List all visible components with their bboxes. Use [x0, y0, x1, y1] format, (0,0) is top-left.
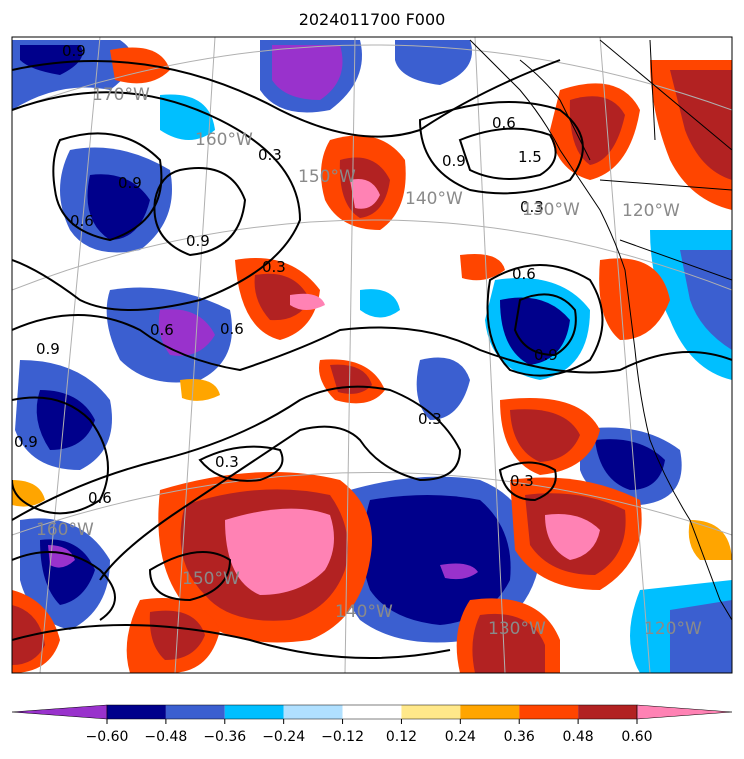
colorbar-ticks: −0.60 −0.48 −0.36 −0.24 −0.12 0.12 0.24 0.36 0.4…: [86, 719, 653, 745]
lon-label: 150°W: [298, 167, 356, 187]
contour-label: 0.3: [418, 410, 442, 428]
lon-label: 160°W: [195, 130, 253, 150]
contour-label: 0.3: [215, 453, 239, 471]
contour-label: 0.9: [14, 433, 38, 451]
coastline: [469, 39, 732, 621]
colorbar-tick-label: −0.48: [144, 729, 187, 745]
contour-label: 0.6: [492, 114, 516, 132]
contour-label: 0.6: [88, 489, 112, 507]
colorbar-tick-label: 0.60: [621, 729, 652, 745]
colorbar-swatch: [578, 705, 637, 719]
colorbar-tick-label: −0.24: [262, 729, 305, 745]
lon-label: 120°W: [644, 619, 702, 639]
colorbar-swatch: [460, 705, 520, 719]
colorbar-extend-high: [636, 704, 733, 720]
contour-label: 0.9: [36, 340, 60, 358]
colorbar-tick-label: −0.36: [203, 729, 246, 745]
colorbar-swatches: [11, 704, 733, 720]
map-title: 2024011700 F000: [298, 10, 446, 29]
contour-label: 0.6: [70, 212, 94, 230]
contour-label: 0.9: [62, 42, 86, 60]
colorbar-extend-low: [11, 704, 108, 720]
colorbar-swatch: [107, 705, 166, 719]
map-canvas: 0.9 0.9 0.6 0.9 0.3 0.3 0.6 0.9 0.3 0.6 …: [11, 36, 733, 674]
map-frame: [11, 36, 733, 674]
positive-anomaly-fill: [12, 47, 732, 673]
colorbar-tick-label: 0.48: [563, 729, 594, 745]
lon-label: 130°W: [522, 200, 580, 220]
contour-label: 1.5: [518, 148, 542, 166]
contour-label: 0.6: [220, 320, 244, 338]
colorbar-tick-label: −0.60: [86, 729, 129, 745]
contour-labels: 0.9 0.9 0.6 0.9 0.3 0.3 0.6 0.9 0.3 0.6 …: [14, 42, 558, 507]
lon-label: 170°W: [92, 85, 150, 105]
lon-label: 140°W: [405, 189, 463, 209]
contour-label: 0.9: [186, 232, 210, 250]
lon-label: 150°W: [182, 569, 240, 589]
colorbar-swatch: [224, 705, 284, 719]
contour-label: 0.3: [510, 472, 534, 490]
colorbar-swatch: [165, 705, 225, 719]
graticule: [12, 37, 732, 673]
lon-label: 120°W: [622, 201, 680, 221]
contour-label: 0.6: [150, 321, 174, 339]
lon-label: 130°W: [488, 619, 546, 639]
contour-label: 0.9: [534, 346, 558, 364]
colorbar-swatch: [401, 705, 461, 719]
colorbar-tick-label: 0.24: [445, 729, 476, 745]
contour-label: 0.3: [262, 258, 286, 276]
colorbar-swatch: [519, 705, 579, 719]
contour-label: 0.9: [442, 152, 466, 170]
colorbar: −0.60 −0.48 −0.36 −0.24 −0.12 0.12 0.24 0.36 0.4…: [11, 704, 733, 745]
colorbar-tick-label: 0.12: [386, 729, 417, 745]
contour-label: 0.3: [258, 146, 282, 164]
colorbar-tick-label: −0.12: [321, 729, 364, 745]
colorbar-swatch: [283, 705, 343, 719]
lon-label: 160°W: [36, 520, 94, 540]
colorbar-swatch: [342, 705, 402, 719]
contour-label: 0.3: [520, 198, 544, 216]
colorbar-tick-label: 0.36: [504, 729, 535, 745]
negative-anomaly-fill: [12, 40, 732, 673]
longitude-labels: 170°W 160°W 150°W 140°W 130°W 120°W 160°…: [36, 85, 702, 639]
colorbar-outline: [106, 704, 638, 720]
contour-lines: [12, 59, 732, 659]
contour-label: 0.6: [512, 265, 536, 283]
contour-label: 0.9: [118, 174, 142, 192]
lon-label: 140°W: [335, 602, 393, 622]
